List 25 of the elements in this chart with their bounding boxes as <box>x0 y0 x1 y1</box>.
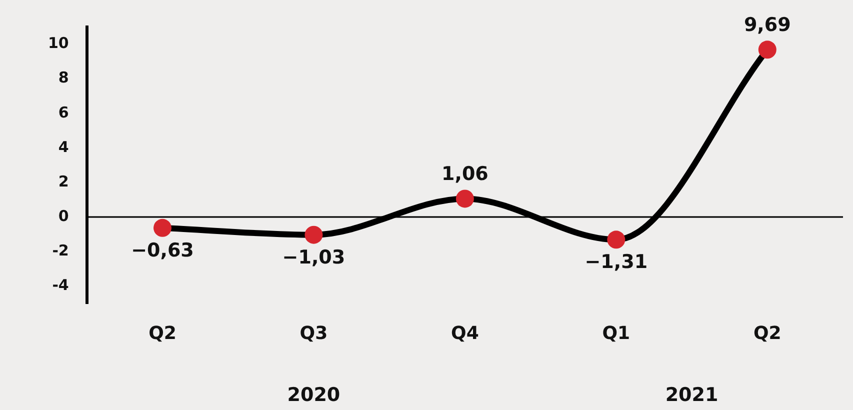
text: −1,03 <box>282 246 346 268</box>
text: −1,31 <box>584 251 648 274</box>
text: 9,69 <box>744 14 791 36</box>
y-tick-label: 0 <box>58 206 69 225</box>
x-tick-label: Q2 <box>148 322 176 344</box>
x-tick-label: Q3 <box>300 322 328 344</box>
text: 2020 <box>287 384 340 406</box>
y-tick-label: 10 <box>48 34 69 52</box>
x-tick-label: Q1 <box>602 322 630 344</box>
y-tick-label: 4 <box>58 138 69 156</box>
text: 1,06 <box>441 163 488 186</box>
x-tick-label: Q4 <box>451 322 479 344</box>
point <box>758 40 776 59</box>
point <box>456 190 474 208</box>
point <box>304 226 323 244</box>
y-tick-label: 8 <box>58 68 69 87</box>
x-tick-label: Q2 <box>753 322 782 344</box>
point <box>153 218 172 237</box>
y-tick-label: 2 <box>58 172 69 190</box>
text: −0,63 <box>131 239 194 262</box>
text: 2021 <box>665 384 718 406</box>
y-tick-label: -4 <box>52 276 69 294</box>
y-tick-label: 6 <box>58 103 69 122</box>
y-tick-label: -2 <box>52 241 69 260</box>
point <box>607 230 626 249</box>
